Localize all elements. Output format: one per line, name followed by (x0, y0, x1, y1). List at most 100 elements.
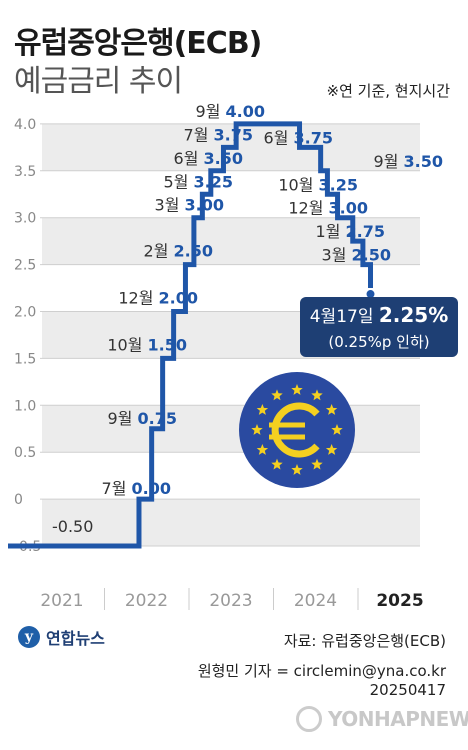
star-icon (256, 444, 269, 455)
source-text: 자료: 유럽중앙은행(ECB) (283, 632, 446, 650)
step-month: 12월 (118, 289, 158, 308)
rise-step-label: 7월 3.75 (184, 125, 253, 144)
fall-step-label: 9월 3.50 (374, 152, 443, 171)
y-tick-label: 2.0 (14, 305, 36, 321)
x-tick-label: 2025 (376, 591, 423, 611)
star-icon (331, 424, 343, 435)
rise-step-label: 3월 3.00 (155, 196, 224, 215)
step-value: 2.00 (159, 289, 198, 308)
step-month: 5월 (164, 172, 194, 191)
x-tick-label: 2024 (294, 591, 337, 611)
date-text: 20250417 (369, 681, 446, 699)
y-tick-label: 0.5 (14, 445, 36, 461)
rise-step-label: 5월 3.25 (164, 172, 233, 191)
star-icon (251, 424, 263, 435)
step-month: 10월 (278, 175, 318, 194)
step-value: 2.75 (346, 222, 385, 241)
y-tick-label: 1.0 (14, 398, 36, 414)
y-tick-label: 3.5 (14, 164, 36, 180)
logo-text: 연합뉴스 (46, 629, 105, 648)
rise-step-label: 12월 2.00 (118, 289, 198, 308)
star-icon (325, 404, 338, 415)
callout-box (300, 297, 458, 357)
step-month: 9월 (374, 152, 404, 171)
star-icon (311, 458, 323, 470)
euro-icon (239, 372, 355, 488)
rate-step-line (8, 121, 374, 549)
fall-step-label: 12월 3.00 (288, 199, 368, 218)
step-value: 2.50 (352, 246, 391, 265)
step-value: 1.50 (148, 335, 187, 354)
step-month: 6월 (264, 128, 294, 147)
step-value: 2.50 (174, 242, 213, 261)
y-tick-label: 2.5 (14, 258, 36, 274)
y-tick-label: 1.5 (14, 351, 36, 367)
callout-date: 4월17일 (310, 307, 379, 327)
reporter-text: 원형민 기자 = circlemin@yna.co.kr (197, 662, 446, 680)
yonhap-logo-icon: y (18, 626, 40, 648)
y-tick-label: 3.0 (14, 211, 36, 227)
watermark: YONHAPNEWS (296, 706, 468, 732)
euro-arc (271, 402, 320, 458)
watermark-text: YONHAPNEWS (328, 707, 468, 731)
step-month: 3월 (155, 196, 185, 215)
star-icon (291, 464, 303, 475)
x-tick-label: 2021 (40, 591, 83, 611)
step-value: 3.25 (194, 172, 233, 191)
step-month: 7월 (102, 479, 132, 498)
step-value: 3.00 (329, 199, 368, 218)
star-icon (271, 389, 283, 401)
step-month: 10월 (107, 335, 147, 354)
step-value: 3.75 (294, 128, 333, 147)
fall-step-label: 10월 3.25 (278, 175, 358, 194)
step-month: 9월 (196, 102, 226, 121)
fall-step-label: 1월 2.75 (316, 222, 385, 241)
step-value: 3.00 (185, 196, 224, 215)
step-month: 12월 (288, 199, 328, 218)
step-month: 2월 (144, 242, 174, 261)
fall-step-label: 3월 2.50 (322, 246, 391, 265)
rise-step-label: 9월 4.00 (196, 102, 265, 121)
callout-value: 2.25% (379, 303, 448, 327)
step-value: 3.25 (319, 175, 358, 194)
y-tick-label: 0 (14, 492, 23, 508)
x-tick-label: 2022 (125, 591, 168, 611)
step-value: 3.75 (214, 125, 253, 144)
rise-step-label: 6월 3.50 (174, 149, 243, 168)
step-month: 1월 (316, 222, 346, 241)
unit-note: ※연 기준, 현지시간 (326, 82, 450, 100)
chart-title: 유럽중앙은행(ECB) (14, 26, 262, 61)
x-tick-label: 2023 (209, 591, 252, 611)
star-icon (325, 444, 338, 455)
step-month: 7월 (184, 125, 214, 144)
star-icon (256, 404, 269, 415)
end-point (366, 290, 375, 299)
y-tick-label: 4.0 (14, 117, 36, 133)
star-icon (291, 384, 303, 395)
rise-step-label: 10월 1.50 (107, 335, 187, 354)
start-value-label: -0.50 (52, 517, 93, 536)
step-value: 0.00 (132, 479, 171, 498)
step-value: 3.50 (404, 152, 443, 171)
step-month: 6월 (174, 149, 204, 168)
rise-step-label: 2월 2.50 (144, 242, 213, 261)
rise-step-label: 7월 0.00 (102, 479, 171, 498)
grid-band (42, 499, 420, 546)
callout-main: 4월17일 2.25% (310, 303, 449, 327)
step-month: 9월 (108, 409, 138, 428)
step-value: 0.75 (138, 409, 177, 428)
watermark-logo-icon (296, 706, 322, 732)
emblem-circle (239, 372, 355, 488)
star-icon (311, 389, 323, 401)
grid-band (42, 405, 420, 453)
step-value: 4.00 (226, 102, 265, 121)
chart-subtitle: 예금금리 추이 (14, 64, 183, 99)
yonhap-logo: y 연합뉴스 (18, 625, 105, 649)
callout-sub: (0.25%p 인하) (328, 333, 429, 351)
fall-step-label: 6월 3.75 (264, 128, 333, 147)
star-icon (271, 458, 283, 470)
rise-step-label: 9월 0.75 (108, 409, 177, 428)
step-value: 3.50 (204, 149, 243, 168)
step-month: 3월 (322, 246, 352, 265)
